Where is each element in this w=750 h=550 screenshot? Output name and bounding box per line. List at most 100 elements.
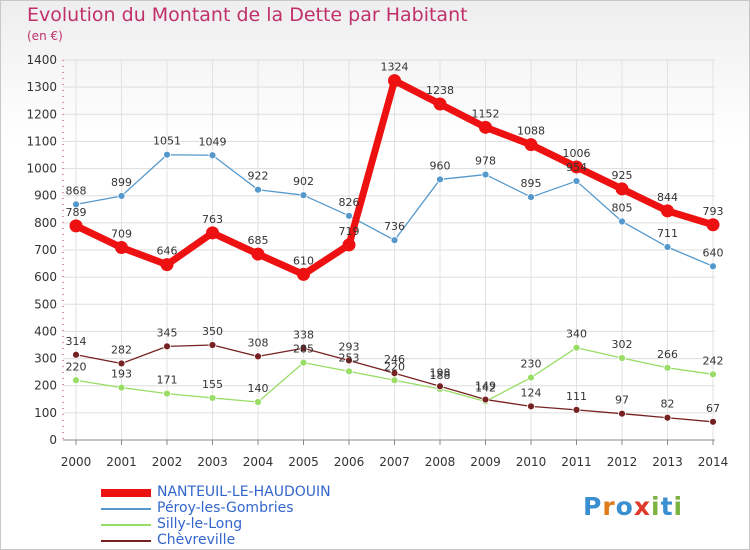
data-label: 253: [339, 351, 360, 364]
data-point: [615, 182, 629, 196]
data-label: 188: [430, 369, 451, 382]
logo-letter: o: [615, 492, 634, 521]
y-tick-label: 0: [49, 433, 57, 447]
data-point: [709, 370, 717, 379]
x-tick-label: 2007: [379, 455, 410, 469]
data-label: 1051: [153, 135, 181, 148]
x-tick-label: 2008: [425, 455, 456, 469]
data-label: 350: [202, 325, 223, 338]
data-point: [117, 359, 126, 368]
data-label: 82: [661, 398, 675, 411]
x-tick-label: 2013: [652, 455, 683, 469]
data-point: [163, 342, 171, 351]
data-point: [618, 354, 626, 362]
data-label: 902: [293, 175, 314, 188]
data-point: [69, 219, 83, 233]
data-label: 193: [111, 368, 132, 381]
y-tick-label: 1300: [26, 80, 57, 94]
data-label: 895: [521, 177, 542, 190]
legend-swatch: [101, 540, 151, 542]
data-label: 220: [384, 360, 405, 373]
data-label: 111: [566, 390, 587, 403]
logo-letter: i: [673, 492, 684, 521]
data-point: [661, 204, 674, 218]
data-label: 709: [111, 228, 132, 241]
data-label: 960: [430, 159, 451, 172]
data-point: [206, 226, 219, 240]
y-tick-label: 400: [34, 324, 57, 338]
legend-label: Péroy-les-Gombries: [157, 500, 294, 516]
legend-swatch: [101, 489, 151, 497]
data-point: [163, 150, 171, 159]
data-point: [251, 247, 265, 261]
y-tick-label: 300: [34, 352, 57, 366]
data-label: 1152: [472, 107, 500, 120]
y-tick-label: 800: [34, 216, 57, 230]
data-label: 285: [293, 343, 314, 356]
data-label: 1324: [381, 61, 409, 74]
data-point: [524, 138, 538, 152]
data-point: [299, 358, 308, 367]
x-tick-label: 2009: [470, 455, 501, 469]
data-label: 793: [703, 205, 724, 218]
x-tick-label: 2006: [334, 455, 365, 469]
data-point: [345, 356, 353, 365]
data-point: [663, 243, 672, 251]
logo-letter: P: [583, 492, 603, 521]
proxiti-logo: Proxiti: [583, 492, 683, 521]
data-label: 97: [615, 394, 629, 407]
data-label: 345: [157, 326, 178, 339]
data-point: [570, 160, 583, 174]
data-label: 805: [612, 201, 633, 214]
data-point: [618, 409, 626, 418]
data-label: 230: [521, 358, 542, 371]
data-label: 736: [384, 220, 405, 233]
data-point: [208, 341, 217, 349]
data-point: [254, 398, 262, 406]
data-point: [208, 394, 217, 402]
data-label: 314: [66, 335, 87, 348]
data-label: 220: [66, 360, 87, 373]
y-tick-label: 500: [34, 297, 57, 311]
data-label: 844: [657, 191, 678, 204]
data-point: [618, 217, 626, 226]
data-point: [390, 369, 399, 378]
data-label: 67: [706, 402, 720, 415]
data-point: [436, 382, 444, 391]
x-tick-label: 2003: [197, 455, 228, 469]
data-point: [345, 367, 353, 376]
data-point: [436, 175, 444, 184]
data-label: 1238: [426, 84, 454, 97]
data-label: 868: [66, 184, 87, 197]
data-point: [297, 267, 310, 281]
data-point: [117, 383, 126, 392]
data-point: [390, 376, 399, 385]
logo-letter: r: [602, 492, 616, 521]
x-tick-label: 2011: [561, 455, 592, 469]
x-tick-label: 2000: [61, 455, 92, 469]
data-label: 978: [475, 155, 496, 168]
data-label: 142: [475, 381, 496, 394]
chart-subtitle: (en €): [27, 29, 63, 43]
data-point: [115, 241, 128, 255]
data-point: [709, 417, 717, 426]
data-point: [72, 200, 80, 209]
data-point: [706, 218, 720, 232]
data-label: 155: [202, 378, 223, 391]
y-tick-label: 900: [34, 189, 57, 203]
series-1: [72, 150, 717, 271]
data-label: 302: [612, 338, 633, 351]
y-tick-label: 600: [34, 270, 57, 284]
y-tick-label: 1000: [26, 162, 57, 176]
legend-label: NANTEUIL-LE-HAUDOUIN: [157, 484, 331, 500]
y-tick-label: 1100: [26, 134, 57, 148]
logo-letter: i: [651, 492, 661, 521]
data-label: 149: [475, 380, 496, 393]
data-point: [345, 211, 353, 220]
logo-letter: x: [633, 492, 651, 521]
data-label: 293: [339, 340, 360, 353]
data-label: 340: [566, 328, 587, 341]
data-point: [527, 193, 535, 201]
